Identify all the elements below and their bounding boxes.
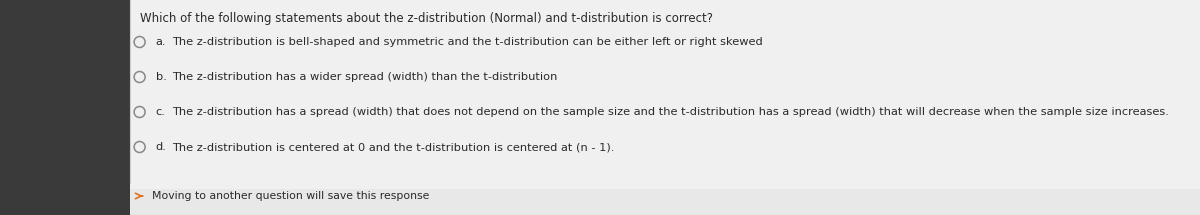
- Text: Moving to another question will save this response: Moving to another question will save thi…: [151, 191, 428, 201]
- Text: The z-distribution is bell-shaped and symmetric and the t-distribution can be ei: The z-distribution is bell-shaped and sy…: [172, 37, 762, 47]
- Text: d.: d.: [156, 142, 167, 152]
- Bar: [0, 0, 130, 215]
- Text: The z-distribution has a wider spread (width) than the t-distribution: The z-distribution has a wider spread (w…: [172, 72, 557, 82]
- Text: c.: c.: [156, 107, 166, 117]
- Text: Which of the following statements about the z-distribution (Normal) and t-distri: Which of the following statements about …: [139, 12, 713, 25]
- Bar: [130, 0, 1200, 189]
- Text: The z-distribution has a spread (width) that does not depend on the sample size : The z-distribution has a spread (width) …: [172, 107, 1169, 117]
- Text: b.: b.: [156, 72, 167, 82]
- Bar: [130, 189, 1200, 215]
- Text: The z-distribution is centered at 0 and the t-distribution is centered at (n - 1: The z-distribution is centered at 0 and …: [172, 142, 614, 152]
- Text: a.: a.: [156, 37, 166, 47]
